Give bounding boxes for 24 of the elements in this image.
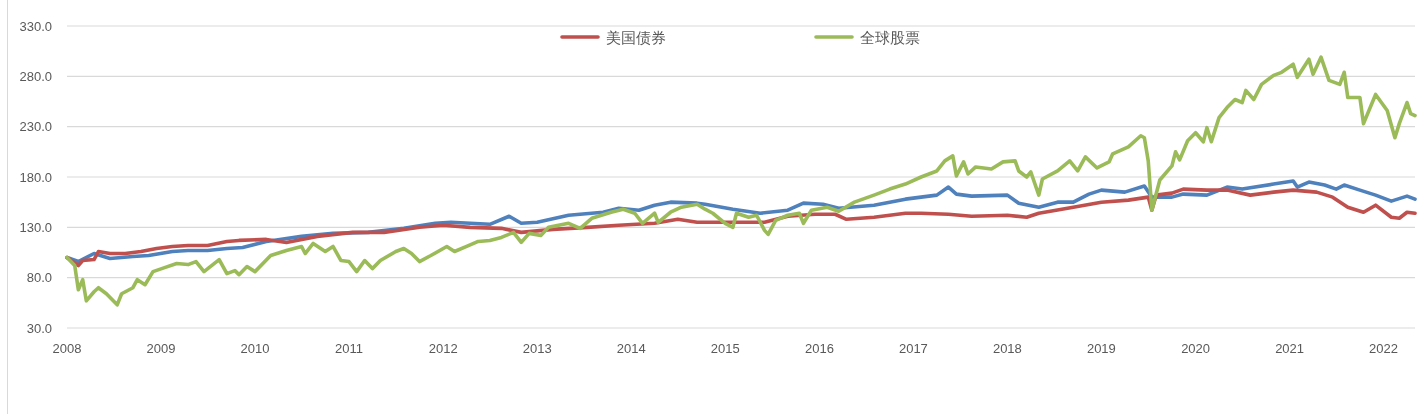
legend-label: 美国债券: [606, 28, 666, 46]
x-tick-label: 2016: [804, 340, 834, 356]
y-tick-label: 130.0: [19, 219, 52, 235]
x-tick-label: 2013: [522, 340, 552, 356]
x-tick-label: 2008: [52, 340, 82, 356]
x-tick-label: 2019: [1086, 340, 1116, 356]
legend-label: 全球股票: [860, 28, 920, 46]
x-tick-label: 2021: [1275, 340, 1305, 356]
y-tick-label: 330.0: [19, 18, 52, 34]
y-tick-label: 230.0: [19, 119, 52, 135]
y-tick-label: 180.0: [19, 169, 52, 185]
x-tick-label: 2014: [616, 340, 646, 356]
x-tick-label: 2018: [992, 340, 1022, 356]
x-tick-label: 2017: [898, 340, 928, 356]
x-tick-label: 2010: [240, 340, 270, 356]
x-tick-label: 2009: [146, 340, 176, 356]
x-tick-label: 2012: [428, 340, 458, 356]
y-tick-label: 30.0: [26, 320, 52, 336]
y-tick-label: 280.0: [19, 68, 52, 84]
x-tick-label: 2022: [1369, 340, 1399, 356]
y-tick-label: 80.0: [26, 270, 52, 286]
x-tick-label: 2020: [1181, 340, 1211, 356]
x-tick-label: 2015: [710, 340, 740, 356]
x-tick-label: 2011: [335, 340, 363, 356]
